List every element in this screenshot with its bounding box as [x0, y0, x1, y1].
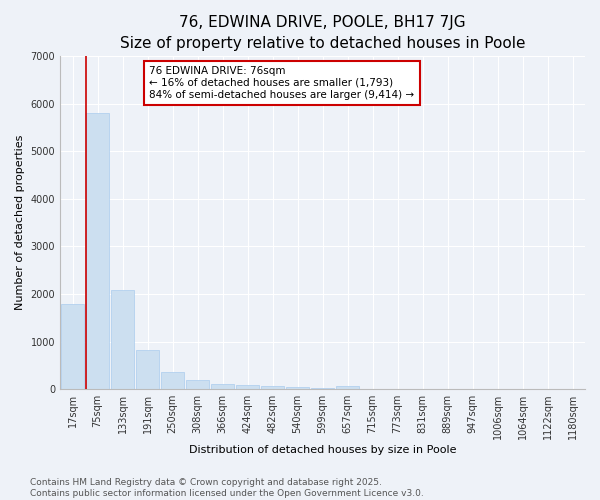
- Bar: [136, 350, 159, 389]
- Bar: [286, 386, 309, 389]
- Y-axis label: Number of detached properties: Number of detached properties: [15, 135, 25, 310]
- Bar: [111, 290, 134, 389]
- Bar: [336, 386, 359, 389]
- Bar: [161, 372, 184, 389]
- Title: 76, EDWINA DRIVE, POOLE, BH17 7JG
Size of property relative to detached houses i: 76, EDWINA DRIVE, POOLE, BH17 7JG Size o…: [120, 15, 525, 51]
- Bar: [211, 384, 234, 389]
- Text: 76 EDWINA DRIVE: 76sqm
← 16% of detached houses are smaller (1,793)
84% of semi-: 76 EDWINA DRIVE: 76sqm ← 16% of detached…: [149, 66, 415, 100]
- X-axis label: Distribution of detached houses by size in Poole: Distribution of detached houses by size …: [189, 445, 456, 455]
- Text: Contains HM Land Registry data © Crown copyright and database right 2025.
Contai: Contains HM Land Registry data © Crown c…: [30, 478, 424, 498]
- Bar: [311, 388, 334, 389]
- Bar: [236, 386, 259, 389]
- Bar: [61, 304, 84, 389]
- Bar: [86, 114, 109, 389]
- Bar: [261, 386, 284, 389]
- Bar: [186, 380, 209, 389]
